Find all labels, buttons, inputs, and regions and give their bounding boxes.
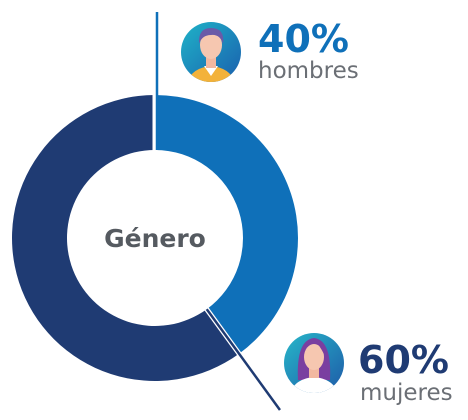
leader-line [205, 308, 281, 411]
category-label: mujeres [360, 380, 453, 406]
donut [11, 12, 298, 411]
avatar-woman [284, 333, 344, 393]
avatar-man [181, 22, 241, 82]
donut-segment [155, 95, 298, 354]
value-label: 40% [258, 17, 349, 61]
center-label: Género [104, 224, 206, 253]
category-label: hombres [258, 58, 359, 84]
donut-segment [11, 95, 240, 382]
value-label: 60% [358, 338, 449, 382]
